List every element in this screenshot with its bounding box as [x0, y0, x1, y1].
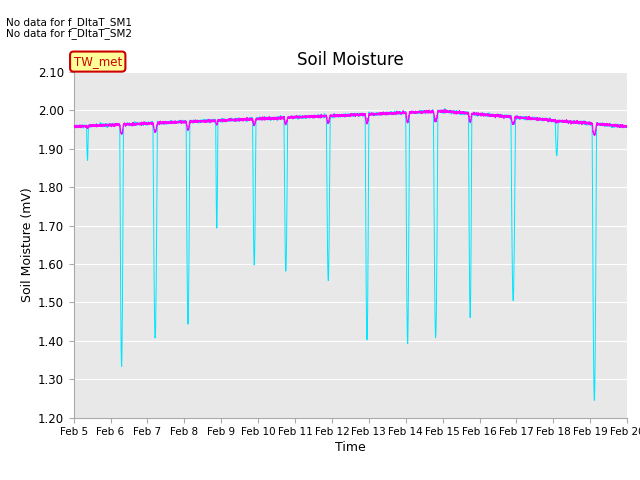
X-axis label: Time: Time: [335, 442, 366, 455]
Y-axis label: Soil Moisture (mV): Soil Moisture (mV): [20, 187, 33, 302]
Text: No data for f_DltaT_SM1: No data for f_DltaT_SM1: [6, 17, 132, 28]
Text: No data for f_DltaT_SM2: No data for f_DltaT_SM2: [6, 28, 132, 39]
Title: Soil Moisture: Soil Moisture: [297, 51, 404, 69]
Text: TW_met: TW_met: [74, 55, 122, 68]
